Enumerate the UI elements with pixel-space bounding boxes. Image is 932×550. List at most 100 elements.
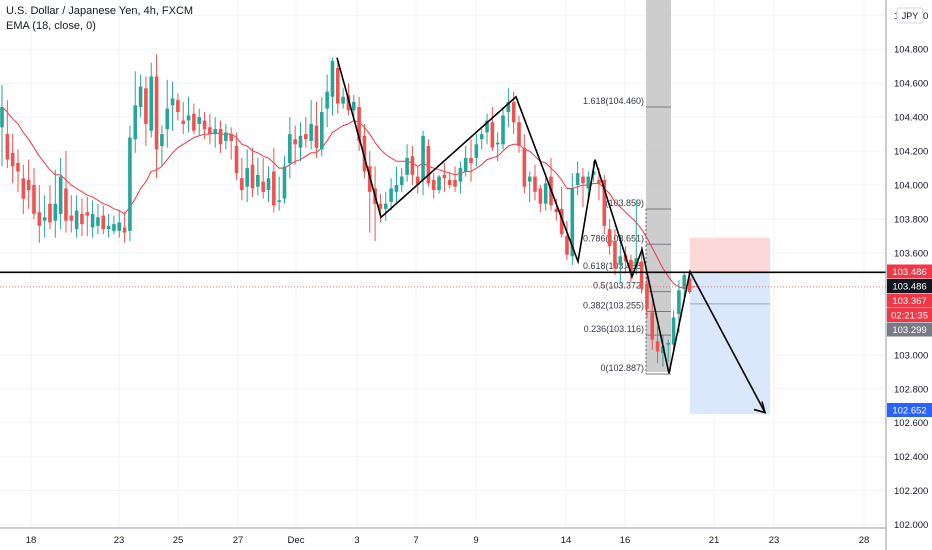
price-tag-text: 103.486 [892,282,926,293]
indicator-legend: EMA (18, close, 0) [6,20,96,32]
ema-18-line [1,106,695,290]
fib-level-label: 0.236(103.116) [584,324,644,334]
time-axis-bg [0,528,886,550]
candle-body [559,208,564,235]
y-tick-label: 102.000 [894,520,928,531]
candle-body [495,142,500,145]
candle-body [570,188,575,257]
y-tick-label: 104.400 [894,113,928,124]
candle-body [186,115,191,121]
candle-body [421,135,425,180]
candle-body [170,98,175,106]
candle-body [53,203,58,221]
candle-body [266,178,271,191]
horizontal-line[interactable] [0,271,886,288]
candle-body [362,135,367,172]
x-tick-label: 7 [413,535,418,546]
candle-body [543,183,548,204]
candle-body [234,146,239,174]
candle-body [661,346,665,354]
candle-body [117,222,122,231]
candle-body [298,135,303,148]
candle-body [399,176,404,186]
candle-body [133,105,138,140]
x-tick-label: 16 [620,535,631,546]
candle-body [666,342,671,345]
candle-body [37,212,42,226]
candle-body [309,123,313,141]
candle-body [453,179,457,187]
candle-body [282,166,287,199]
candle-body [320,112,324,150]
candle-body [645,283,649,309]
candle-body [288,134,292,163]
candle-body [351,101,356,111]
candle-body [208,127,212,135]
candle-body [607,229,612,247]
candle-body [90,213,95,228]
candle-body [431,179,436,191]
y-tick-label: 102.400 [894,452,928,463]
candle-body [613,241,617,269]
candle-body [5,134,10,160]
candle-body [410,156,415,175]
candle-body [250,164,255,189]
chart-header: U.S. Dollar / Japanese Yen, 4h, FXCM EMA… [6,4,193,34]
highlight-band-rect [646,0,671,372]
fib-level-label: (103.859) [605,198,644,208]
zigzag-pattern-line [336,57,766,413]
candle-body [10,152,15,167]
y-tick-label: 104.200 [894,147,928,158]
y-tick-label: 102.200 [894,486,928,497]
fib-level-label: 0.5(103.372) [593,281,644,291]
currency-button[interactable]: JPY [896,7,924,24]
candle-body [506,101,511,113]
candle-body [581,176,585,184]
candle-body [272,171,276,206]
time-highlight-band [646,0,671,372]
candle-body [122,227,127,233]
price-tag-bg [887,403,932,417]
candle-body [106,225,111,230]
candle-body [677,290,681,315]
y-tick-label: 103.000 [894,350,928,361]
currency-label: JPY [902,11,919,21]
y-tick-label: 103.800 [894,215,928,226]
candle-body [517,122,521,147]
x-tick-label: 23 [769,535,780,546]
candle-body [325,91,329,109]
candle-body [330,61,335,97]
candle-body [16,162,20,172]
candle-body [101,215,106,230]
price-tag-bg [887,322,932,337]
candle-body [218,129,223,145]
candle-body [192,113,196,131]
fib-level-label: 1.618(104.460) [583,96,644,106]
x-tick-label: Dec [288,535,305,546]
symbol-title: U.S. Dollar / Japanese Yen, 4h, FXCM [6,5,194,17]
candle-body [602,179,607,226]
candle-body [671,317,676,345]
candle-body [639,261,644,289]
price-tag-text: 103.486 [892,267,926,278]
y-tick-label: 104.000 [894,181,928,192]
position-zones [690,237,770,414]
candle-body [383,203,388,209]
y-tick-label: 104.600 [894,79,928,90]
candle-body [85,212,90,216]
candle-body [394,185,399,192]
fib-level-label: 0.382(103.255) [583,301,644,311]
candle-body [501,115,505,145]
candle-body [213,129,217,135]
candle-body [32,185,36,214]
candle-body [0,106,4,128]
candle-body [538,188,543,204]
candle-body [74,210,79,230]
x-tick-label: 25 [173,535,184,546]
y-tick-label: 102.800 [894,384,928,395]
candle-body [650,312,655,340]
candle-body [522,147,527,187]
candle-body [69,215,74,221]
candle-body [138,86,143,107]
